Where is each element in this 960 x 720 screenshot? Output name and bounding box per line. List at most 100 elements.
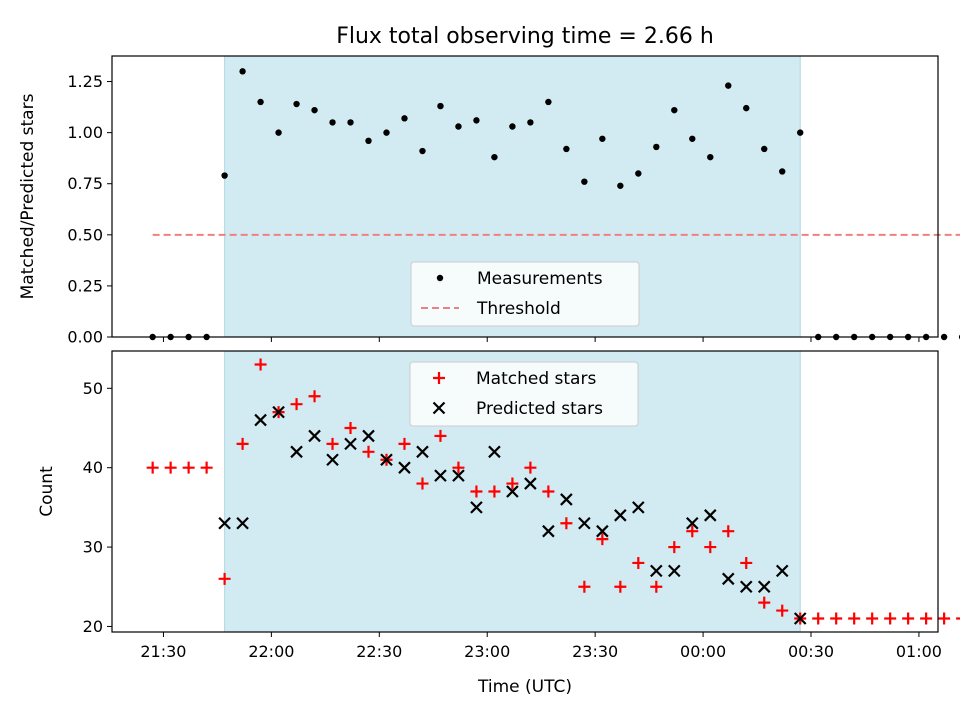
data-point [347,119,354,126]
data-point [344,437,357,451]
x-axis-label: Time (UTC) [477,677,572,697]
data-point [308,390,321,403]
data-point [488,485,501,498]
data-point [491,153,498,161]
y-tick-label: 0.25 [67,276,103,295]
data-point [599,135,606,142]
data-point [686,516,699,530]
x-tick-label: 22:00 [248,642,294,661]
data-point [650,580,663,593]
y-tick-label: 30 [83,538,103,557]
legend-box [410,261,640,327]
legend: Measurements Threshold [410,261,640,327]
data-point [488,445,501,459]
data-point [848,612,861,625]
legend-box [409,361,639,427]
y-tick-label: 50 [83,379,103,398]
data-point [542,485,555,498]
data-point [560,493,573,506]
data-point [560,517,573,530]
y-tick-label: 1.00 [67,123,103,142]
data-point [290,445,303,459]
x-tick-label: 21:30 [140,642,186,661]
data-point [671,106,678,114]
data-point [740,556,753,569]
x-tick-label: 01:00 [896,642,942,661]
data-point [739,580,753,594]
data-point [725,82,732,89]
data-point [797,129,804,136]
series-matched-stars [146,358,960,625]
data-point [470,501,483,514]
legend-marker [432,401,446,415]
data-point [218,572,231,585]
data-point [419,147,426,155]
legend-marker [436,274,444,282]
axes-frame [111,55,939,338]
data-point [761,145,768,153]
data-point [866,612,879,625]
data-point [506,485,519,498]
data-point [383,129,390,136]
legend-label: Matched stars [476,369,596,389]
data-point [940,333,948,341]
data-point [254,413,267,427]
data-point [686,525,699,538]
data-point [275,129,282,136]
data-point [509,123,516,130]
data-point [812,612,825,625]
data-point [398,437,411,450]
data-point [164,461,177,474]
data-point [293,100,300,108]
y-axis-label: Count [37,466,57,517]
data-point [455,123,462,130]
data-point [775,564,789,578]
data-point [524,461,537,474]
legend-label: Measurements [477,269,603,289]
data-point [326,453,339,467]
legend-label: Predicted stars [476,399,603,419]
data-point [902,612,915,625]
x-tick-label: 23:00 [464,642,510,661]
x-tick-label: 23:30 [572,642,618,661]
data-point [257,98,264,106]
data-point [703,509,717,522]
data-point [581,178,588,185]
data-point [344,421,357,434]
data-point [221,172,228,179]
data-point [434,429,447,442]
data-point [470,485,483,498]
data-point [635,170,642,177]
data-point [272,405,285,419]
data-point [254,358,267,371]
data-point [938,612,951,625]
y-tick-label: 1.25 [67,72,103,91]
data-point [758,596,771,609]
data-point [956,617,960,620]
data-point [401,115,408,122]
data-point [311,106,318,114]
data-point [596,533,609,546]
y-tick-label: 0.50 [67,225,103,244]
x-tick-label: 22:30 [356,642,402,661]
data-point [743,104,750,112]
y-tick-label: 20 [83,617,103,636]
data-point [329,119,336,126]
data-point [757,580,771,594]
data-point [218,516,231,530]
panel-1: 0.00 0.25 0.50 0.75 1.00 1.25 Matched/Predicte… [18,24,960,347]
legend-label: Threshold [476,299,561,319]
data-point [362,429,375,443]
data-point [524,477,537,490]
data-point [920,612,933,625]
data-point [632,556,645,569]
data-point [398,461,411,474]
data-point [689,135,696,142]
data-point [563,145,570,153]
x-tick-label: 00:30 [788,642,834,661]
data-point [236,516,249,530]
data-point [452,461,465,474]
legend-marker [433,372,445,384]
data-point [653,143,660,151]
